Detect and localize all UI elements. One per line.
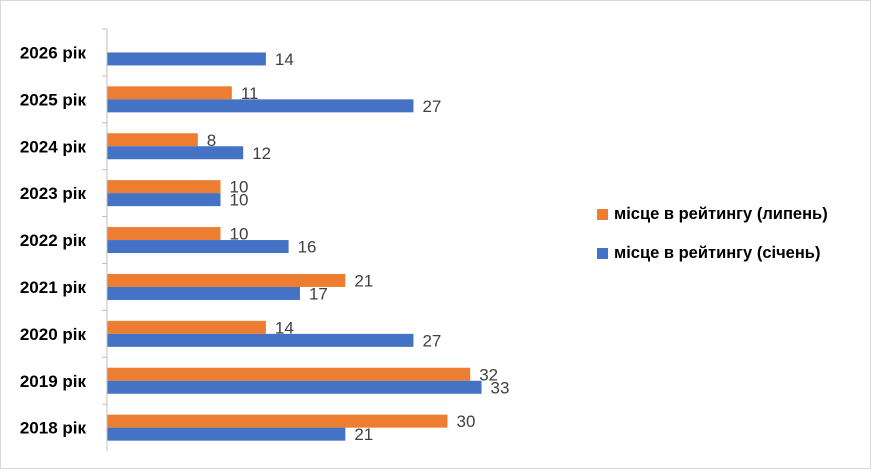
bar-july	[107, 367, 471, 381]
data-label-january: 12	[252, 144, 271, 163]
category-label: 2024 рік	[20, 137, 87, 156]
bar-january	[107, 52, 266, 66]
category-label: 2022 рік	[20, 231, 87, 250]
data-label-january: 21	[354, 425, 373, 444]
bar-january	[107, 146, 244, 160]
category-label: 2026 рік	[20, 43, 87, 62]
data-label-july: 30	[457, 412, 476, 431]
data-label-july: 11	[241, 84, 259, 103]
data-label-july: 14	[275, 318, 294, 337]
data-label-july: 10	[230, 178, 249, 197]
data-label-january: 17	[309, 284, 328, 303]
data-label-july: 8	[207, 131, 216, 150]
legend-item-january: місце в рейтингу (січень)	[597, 242, 867, 264]
legend-label-january: місце в рейтингу (січень)	[614, 243, 821, 262]
legend: місце в рейтингу (липень) місце в рейтин…	[597, 203, 867, 281]
legend-swatch-july	[597, 208, 608, 220]
bar-january	[107, 240, 289, 254]
legend-label-july: місце в рейтингу (липень)	[614, 204, 828, 223]
bar-january	[107, 286, 300, 300]
bar-january	[107, 427, 346, 441]
bars-layer	[107, 52, 482, 441]
data-label-january: 14	[275, 50, 294, 69]
bar-january	[107, 99, 414, 113]
category-label: 2021 рік	[20, 278, 87, 297]
category-label: 2023 рік	[20, 184, 87, 203]
data-label-january: 27	[422, 331, 441, 350]
category-label: 2018 рік	[20, 419, 87, 438]
legend-swatch-january	[597, 247, 608, 259]
bar-july	[107, 320, 266, 334]
category-label: 2025 рік	[20, 90, 87, 109]
bar-july	[107, 227, 221, 241]
bar-july	[107, 180, 221, 194]
bar-july	[107, 86, 232, 100]
data-label-july: 21	[354, 271, 373, 290]
legend-item-july: місце в рейтингу (липень)	[597, 203, 867, 225]
data-label-july: 32	[479, 365, 498, 384]
data-label-january: 16	[298, 238, 317, 257]
category-label: 2020 рік	[20, 325, 87, 344]
bar-july	[107, 414, 448, 428]
bar-january	[107, 193, 221, 207]
bar-july	[107, 133, 198, 147]
bar-january	[107, 380, 482, 394]
category-axis: 2026 рік 2025 рік 2024 рік 2023 рік 2022 рік…	[20, 28, 108, 452]
data-label-january: 33	[491, 378, 510, 397]
bar-july	[107, 273, 346, 287]
data-label-january: 10	[230, 191, 249, 210]
bar-january	[107, 333, 414, 347]
data-label-july: 10	[230, 225, 249, 244]
data-label-january: 27	[422, 97, 441, 116]
category-label: 2019 рік	[20, 372, 87, 391]
